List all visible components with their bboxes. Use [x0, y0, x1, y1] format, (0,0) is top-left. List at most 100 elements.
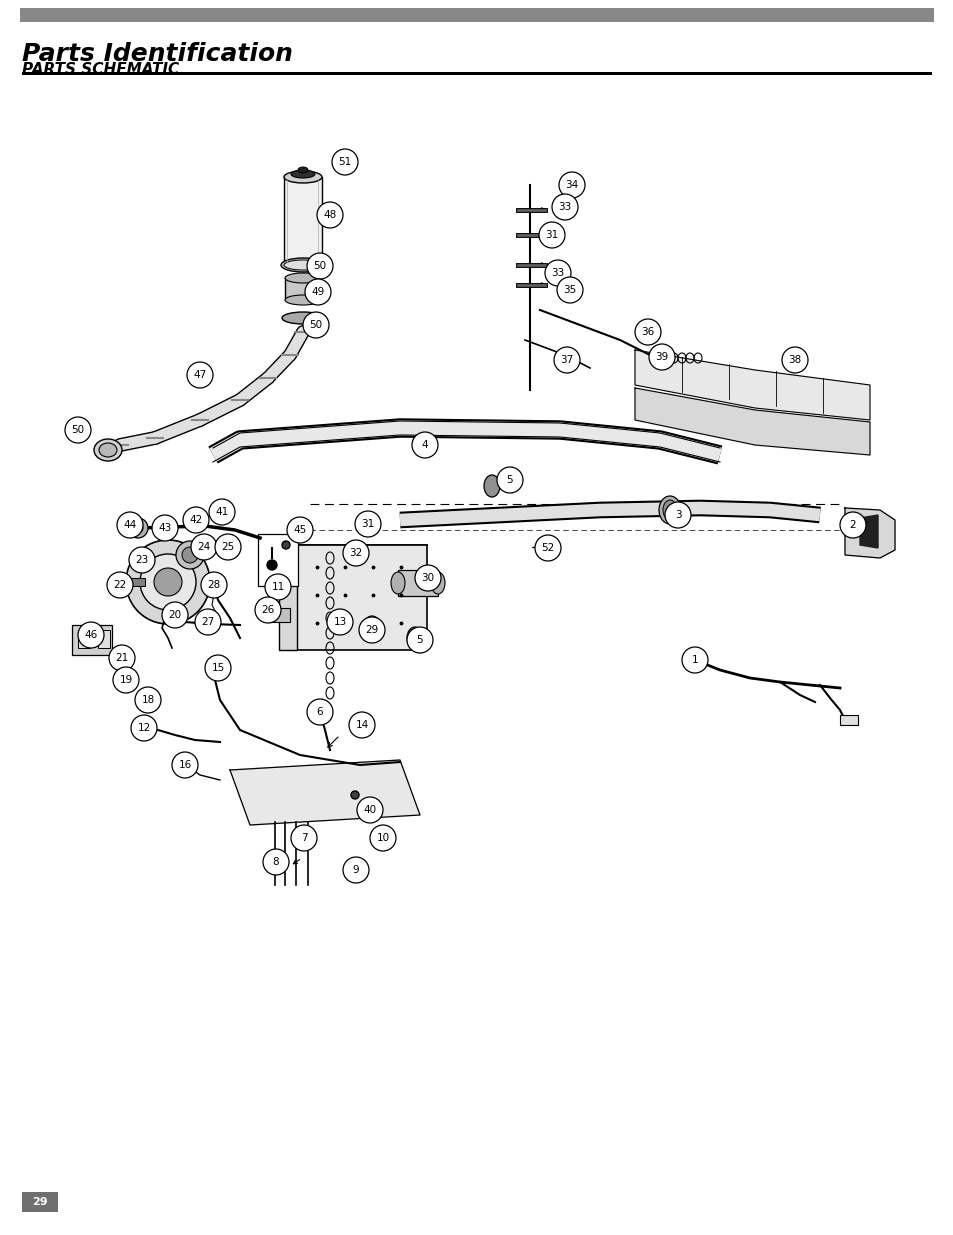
Circle shape: [282, 541, 290, 550]
Circle shape: [194, 609, 221, 635]
Circle shape: [183, 508, 209, 534]
Text: 6: 6: [316, 706, 323, 718]
Bar: [71, 625, 112, 655]
Ellipse shape: [662, 500, 677, 520]
Bar: [22, 72, 931, 75]
Circle shape: [265, 574, 291, 600]
Text: 5: 5: [416, 635, 423, 645]
Circle shape: [343, 857, 369, 883]
Circle shape: [65, 417, 91, 443]
Circle shape: [131, 715, 157, 741]
Circle shape: [128, 517, 148, 538]
Circle shape: [840, 513, 865, 538]
Circle shape: [497, 467, 522, 493]
Text: 31: 31: [545, 230, 558, 240]
Ellipse shape: [284, 170, 322, 183]
Ellipse shape: [659, 496, 680, 524]
Text: 25: 25: [221, 542, 234, 552]
Bar: [268, 608, 290, 622]
Circle shape: [135, 687, 161, 713]
Ellipse shape: [99, 443, 117, 457]
Text: 41: 41: [215, 508, 229, 517]
Circle shape: [356, 797, 382, 823]
Text: 43: 43: [158, 522, 172, 534]
Bar: [285, 278, 320, 300]
Bar: [278, 555, 296, 650]
Circle shape: [191, 534, 216, 559]
Circle shape: [412, 432, 437, 458]
Circle shape: [316, 203, 343, 228]
Text: 31: 31: [361, 519, 375, 529]
Bar: [257, 534, 297, 585]
Text: 51: 51: [338, 157, 352, 167]
Circle shape: [552, 194, 578, 220]
Text: 47: 47: [193, 370, 207, 380]
Circle shape: [291, 825, 316, 851]
Text: 49: 49: [311, 287, 324, 296]
Circle shape: [112, 667, 139, 693]
Ellipse shape: [285, 295, 320, 305]
Circle shape: [781, 347, 807, 373]
Circle shape: [664, 501, 690, 529]
Text: 52: 52: [540, 543, 554, 553]
Circle shape: [209, 499, 234, 525]
Circle shape: [554, 347, 579, 373]
Text: 42: 42: [190, 515, 202, 525]
Text: 4: 4: [421, 440, 428, 450]
Text: 50: 50: [71, 425, 85, 435]
Circle shape: [107, 572, 132, 598]
Text: 36: 36: [640, 327, 654, 337]
Circle shape: [153, 568, 182, 597]
Circle shape: [263, 848, 289, 876]
Text: 14: 14: [355, 720, 368, 730]
Text: 40: 40: [363, 805, 376, 815]
Ellipse shape: [483, 475, 499, 496]
Circle shape: [187, 362, 213, 388]
Circle shape: [175, 541, 204, 569]
Text: 32: 32: [349, 548, 362, 558]
Circle shape: [343, 540, 369, 566]
Circle shape: [109, 645, 135, 671]
Circle shape: [152, 515, 178, 541]
Text: 28: 28: [207, 580, 220, 590]
Text: 5: 5: [506, 475, 513, 485]
Circle shape: [201, 572, 227, 598]
Circle shape: [415, 564, 440, 592]
Circle shape: [267, 559, 276, 571]
Circle shape: [407, 627, 433, 653]
Ellipse shape: [431, 572, 444, 594]
Text: Parts Identification: Parts Identification: [22, 42, 293, 65]
Text: 39: 39: [655, 352, 668, 362]
Circle shape: [349, 713, 375, 739]
Ellipse shape: [285, 273, 320, 283]
Bar: [840, 715, 857, 725]
Text: 48: 48: [323, 210, 336, 220]
Ellipse shape: [94, 438, 122, 461]
Ellipse shape: [297, 167, 308, 173]
Text: 46: 46: [84, 630, 97, 640]
Text: 29: 29: [32, 1197, 48, 1207]
Circle shape: [78, 622, 104, 648]
Bar: [296, 545, 427, 650]
Circle shape: [351, 790, 358, 799]
Circle shape: [557, 277, 582, 303]
Circle shape: [126, 540, 210, 624]
Text: 24: 24: [197, 542, 211, 552]
Ellipse shape: [284, 261, 322, 270]
Text: 21: 21: [115, 653, 129, 663]
Text: 13: 13: [333, 618, 346, 627]
Text: 7: 7: [300, 832, 307, 844]
Circle shape: [129, 547, 154, 573]
Circle shape: [305, 279, 331, 305]
Circle shape: [558, 172, 584, 198]
Circle shape: [355, 511, 380, 537]
Text: 50: 50: [314, 261, 326, 270]
Circle shape: [358, 618, 385, 643]
Circle shape: [307, 253, 333, 279]
Circle shape: [303, 312, 329, 338]
Text: 16: 16: [178, 760, 192, 769]
Text: 3: 3: [674, 510, 680, 520]
Circle shape: [635, 319, 660, 345]
Text: 37: 37: [559, 354, 573, 366]
Circle shape: [287, 517, 313, 543]
